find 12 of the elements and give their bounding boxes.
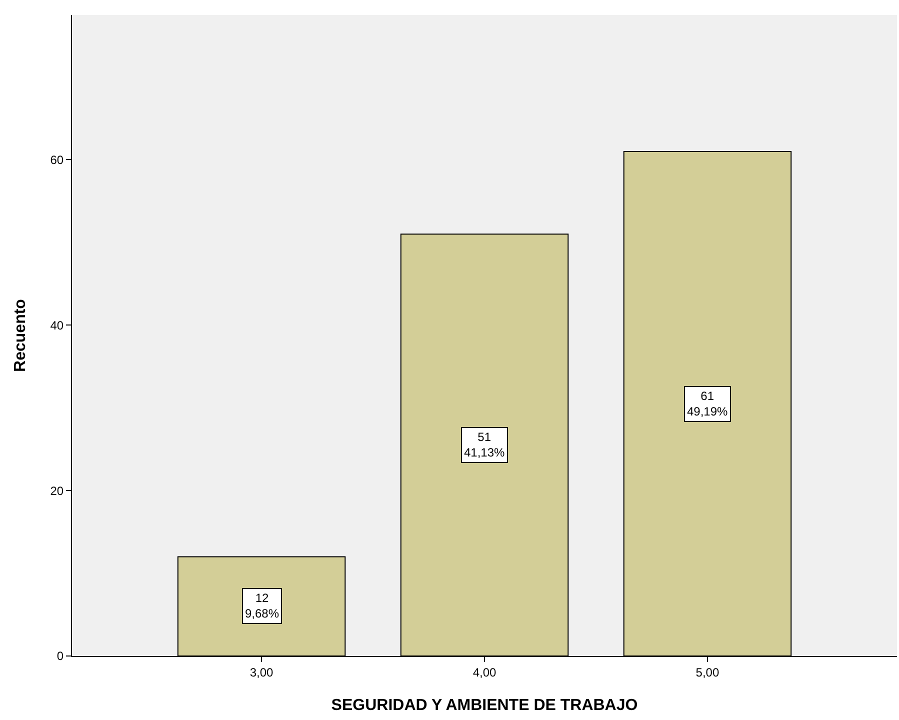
data-label: 51 41,13% <box>464 430 506 460</box>
data-label: 61 49,19% <box>687 389 728 419</box>
y-tick-label: 0 <box>56 649 64 664</box>
y-axis-title: Recuento <box>12 298 30 372</box>
x-axis-title: SEGURIDAD Y AMBIENTE DE TRABAJO <box>331 697 638 714</box>
y-tick-label: 60 <box>50 152 64 167</box>
x-tick-label: 3,00 <box>250 665 274 680</box>
x-tick-label: 5,00 <box>696 665 720 680</box>
data-label: 12 9,68% <box>245 591 280 621</box>
y-tick-label: 20 <box>50 484 64 498</box>
y-tick-label: 40 <box>50 318 64 332</box>
x-tick-label: 4,00 <box>472 665 496 680</box>
